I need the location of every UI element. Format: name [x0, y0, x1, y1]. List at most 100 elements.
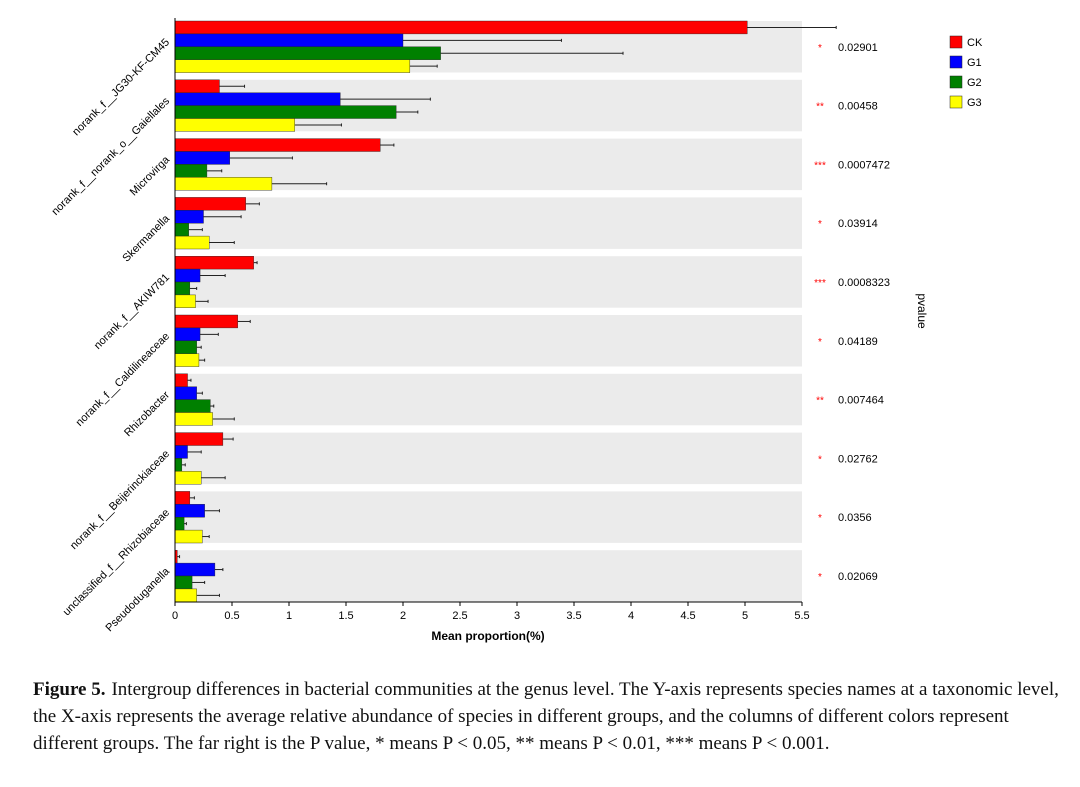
y-tick-label: norank_f__Caldilineaceae — [74, 330, 172, 428]
caption-text: Intergroup differences in bacterial comm… — [33, 679, 1059, 754]
y-tick-label: unclassified_f__Rhizobiaceae — [61, 507, 172, 618]
y-tick-label: Skermanella — [120, 212, 172, 264]
bar-g2 — [174, 340, 197, 354]
bar-ck — [174, 79, 220, 93]
pvalue-label: 0.02762 — [838, 453, 878, 465]
significance-stars: * — [818, 572, 822, 583]
significance-stars: *** — [814, 278, 826, 289]
bar-g2 — [174, 46, 441, 60]
y-tick-label: norank_f__norank_o__Gaiellales — [49, 95, 172, 218]
x-tick-label: 4 — [628, 610, 634, 622]
x-tick-label: 5.5 — [794, 610, 809, 622]
bar-g2 — [174, 222, 189, 237]
bar-ck — [174, 314, 238, 329]
bar-ck — [174, 432, 224, 446]
bar-g2 — [174, 575, 193, 590]
x-tick-label: 5 — [742, 610, 748, 622]
bar-ck — [174, 256, 254, 270]
bar-g2 — [174, 105, 397, 119]
y-tick-label: Pseudoduganella — [104, 565, 173, 634]
y-tick-labels: norank_f__JG30-KF-CM45norank_f__norank_o… — [49, 36, 172, 634]
axes-group: 0 0.5 1 1.5 2 2.5 3 3.5 4 4.5 5 5.5 — [172, 18, 810, 622]
figure-label: Figure 5. — [33, 679, 106, 700]
figure-caption: Figure 5. Intergroup differences in bacte… — [33, 676, 1063, 757]
bar-g1 — [174, 327, 201, 341]
x-tick-label: 2 — [400, 610, 406, 622]
pvalue-label: 0.02901 — [838, 42, 878, 54]
legend-label: G3 — [967, 97, 982, 109]
bar-g2 — [174, 399, 211, 413]
pvalue-label: 0.04189 — [838, 336, 878, 348]
legend-swatch-ck — [949, 35, 963, 49]
bar-g3 — [174, 235, 210, 250]
bar-g1 — [174, 151, 230, 165]
category-band — [175, 432, 802, 485]
bar-g1 — [174, 268, 201, 283]
pvalue-label: 0.03914 — [838, 218, 878, 230]
pvalue-label: 0.007464 — [838, 395, 884, 407]
x-tick-label: 3.5 — [566, 610, 581, 622]
legend-label: G1 — [967, 57, 982, 69]
legend-label: CK — [967, 37, 983, 49]
pvalue-label: 0.0007472 — [838, 159, 890, 171]
bar-g3 — [174, 529, 203, 544]
category-band — [175, 197, 802, 249]
y-tick-label: Microvirga — [128, 153, 173, 198]
significance-stars: * — [818, 513, 822, 524]
bar-ck — [174, 197, 246, 211]
bar-g2 — [174, 281, 191, 296]
bar-g1 — [174, 386, 197, 400]
bar-ck — [174, 138, 381, 152]
bar-g2 — [174, 458, 183, 472]
bar-g3 — [174, 471, 202, 485]
pvalue-column: * 0.02901** 0.00458*** 0.0007472* 0.03914***… — [814, 42, 890, 583]
x-tick-label: 3 — [514, 610, 520, 622]
category-band — [175, 256, 802, 308]
bar-g1 — [174, 33, 404, 48]
bar-g1 — [174, 445, 188, 459]
bar-g3 — [174, 588, 197, 603]
pvalue-axis-title: pvalue — [915, 293, 929, 329]
pvalue-label: 0.02069 — [838, 571, 878, 583]
significance-stars: * — [818, 337, 822, 348]
bar-ck — [174, 491, 191, 505]
category-band — [175, 491, 802, 543]
category-band — [175, 315, 802, 367]
pvalue-label: 0.00458 — [838, 101, 878, 113]
bar-g1 — [174, 210, 204, 224]
x-tick-label: 4.5 — [680, 610, 695, 622]
y-tick-label: norank_f__JG30-KF-CM45 — [70, 36, 172, 138]
bar-g3 — [174, 118, 295, 132]
bar-g3 — [174, 177, 273, 191]
significance-stars: * — [818, 454, 822, 465]
bar-chart: 0 0.5 1 1.5 2 2.5 3 3.5 4 4.5 5 5.5 norank_f__JG30-… — [49, 18, 983, 643]
y-tick-label: norank_f__Beijerinckiaceae — [68, 448, 172, 552]
legend: CK G1 G2 G3 — [949, 35, 983, 109]
x-tick-label: 1.5 — [338, 610, 353, 622]
error-bars-group — [177, 25, 837, 597]
category-band — [175, 550, 802, 602]
bar-g2 — [174, 164, 208, 178]
x-tick-label: 2.5 — [452, 610, 467, 622]
y-tick-label: Rhizobacter — [122, 389, 172, 439]
legend-swatch-g3 — [949, 95, 963, 109]
legend-swatch-g1 — [949, 55, 963, 69]
pvalue-label: 0.0008323 — [838, 277, 890, 289]
x-axis-title: Mean proportion(%) — [431, 629, 544, 643]
bar-g3 — [174, 412, 213, 426]
bar-ck — [174, 373, 188, 387]
bar-g1 — [174, 562, 216, 577]
bar-g3 — [174, 353, 200, 367]
significance-stars: * — [818, 43, 822, 54]
legend-swatch-g2 — [949, 75, 963, 89]
significance-stars: *** — [814, 160, 826, 171]
x-tick-label: 0.5 — [224, 610, 239, 622]
bar-g1 — [174, 92, 341, 106]
significance-stars: ** — [816, 102, 824, 113]
bar-g1 — [174, 504, 205, 518]
x-tick-label: 1 — [286, 610, 292, 622]
bars-group — [174, 20, 748, 603]
legend-label: G2 — [967, 77, 982, 89]
bar-g2 — [174, 517, 185, 531]
category-bands — [175, 21, 802, 602]
